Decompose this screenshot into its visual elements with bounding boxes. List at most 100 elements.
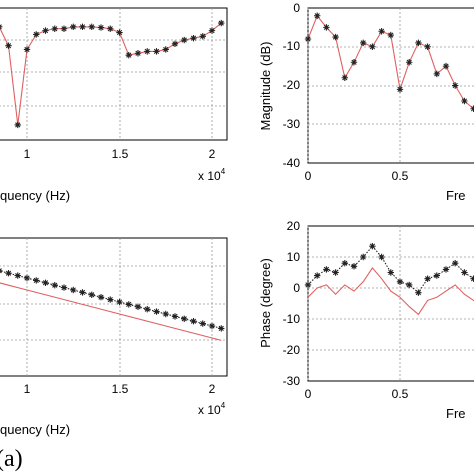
data-point-marker [396,86,404,93]
data-point-marker [387,269,394,276]
panel-top-right: 0 -10 -20 -30 -40 0 0.5 Fre Magnitude (d… [258,1,474,203]
data-point-marker [0,268,3,274]
y-tick-label: -40 [283,156,301,170]
x-axis-label: quency (Hz) [0,188,70,203]
data-point-marker [323,24,330,31]
series-line [307,266,474,316]
x-tick-label: 1 [24,147,31,161]
data-point-marker [88,291,95,298]
data-point-marker [144,48,151,55]
panel-bottom-left: 1 1.5 2 x 104 quency (Hz) [0,237,228,437]
data-point-marker [134,303,142,310]
data-point-marker [433,70,440,78]
axes-frame [307,7,474,164]
data-point-marker [218,19,225,27]
data-point-marker [378,28,385,35]
data-point-marker [350,263,358,270]
data-point-marker [208,322,216,330]
y-axis-label: Magnitude (dB) [258,42,273,131]
data-point-marker [424,43,431,50]
data-point-marker [33,277,40,284]
axes-frame [0,237,228,377]
x-axis-label: Fre [446,406,466,421]
y-tick-label: -30 [283,374,301,388]
data-point-marker [406,281,413,289]
data-point-marker [162,46,169,53]
data-point-marker [208,27,216,34]
data-point-marker [51,282,58,289]
series-line [0,22,222,125]
y-tick-label: 0 [293,281,300,295]
data-point-marker [360,253,367,261]
data-point-marker [452,260,459,267]
x-multiplier-base: x 10 [198,403,221,417]
data-point-marker [218,325,225,332]
x-tick-label: 2 [209,382,216,396]
data-point-marker [23,274,31,282]
data-point-marker [116,29,123,36]
x-tick-label: 2 [209,147,216,161]
data-point-marker [60,284,68,291]
data-point-marker [442,62,450,70]
data-point-marker [406,59,413,66]
axes-frame [307,225,474,382]
data-point-marker [60,25,68,32]
data-point-marker [171,313,179,320]
data-point-marker [88,23,95,31]
x-multiplier-exp: 4 [221,167,226,176]
y-tick-label: 0 [293,1,300,15]
data-point-marker [181,315,188,322]
data-point-marker [323,266,330,273]
data-point-marker [360,39,367,47]
data-point-marker [125,51,132,59]
data-point-marker [33,31,40,38]
data-point-marker [153,308,160,315]
y-tick-label: -20 [283,78,301,92]
data-point-marker [350,59,358,66]
data-point-marker [442,266,450,273]
data-point-marker [125,301,132,308]
data-point-marker [415,289,422,296]
x-multiplier-base: x 10 [198,169,221,183]
x-multiplier: x 104 [198,167,226,183]
data-point-marker [5,42,12,49]
y-tick-label: -10 [283,39,301,53]
x-axis-label: quency (Hz) [0,422,70,437]
data-point-marker [199,320,206,327]
data-point-marker [190,318,197,325]
data-point-marker [162,310,169,318]
data-point-marker [332,269,339,276]
data-point-marker [5,270,12,277]
x-tick-label: 1.5 [112,382,129,396]
data-point-marker [369,242,376,250]
data-point-marker [461,269,468,276]
data-point-marker [79,289,86,296]
axes-frame [0,7,228,141]
y-tick-label: -30 [283,117,301,131]
data-point-marker [433,272,440,279]
y-tick-label: 10 [287,250,301,264]
data-point-marker [415,39,422,47]
data-point-marker [341,260,348,267]
x-axis-label: Fre [446,188,466,203]
x-tick-label: 0 [305,169,312,183]
data-point-marker [314,12,321,19]
data-point-marker [42,27,49,34]
data-point-marker [461,97,468,105]
data-point-marker [79,23,86,31]
data-point-marker [332,33,339,41]
data-point-marker [314,272,321,279]
figure-caption: (a) [0,446,23,472]
data-point-marker [424,275,431,282]
x-tick-label: 1.5 [112,147,129,161]
data-point-marker [97,294,105,301]
y-tick-label: -20 [283,343,301,357]
y-axis-label: Phase (degree) [258,258,273,348]
data-point-marker [97,24,105,31]
x-multiplier: x 104 [198,401,226,417]
data-point-marker [199,33,206,40]
data-point-marker [181,36,188,44]
data-point-marker [23,46,31,53]
data-point-marker [304,35,312,43]
